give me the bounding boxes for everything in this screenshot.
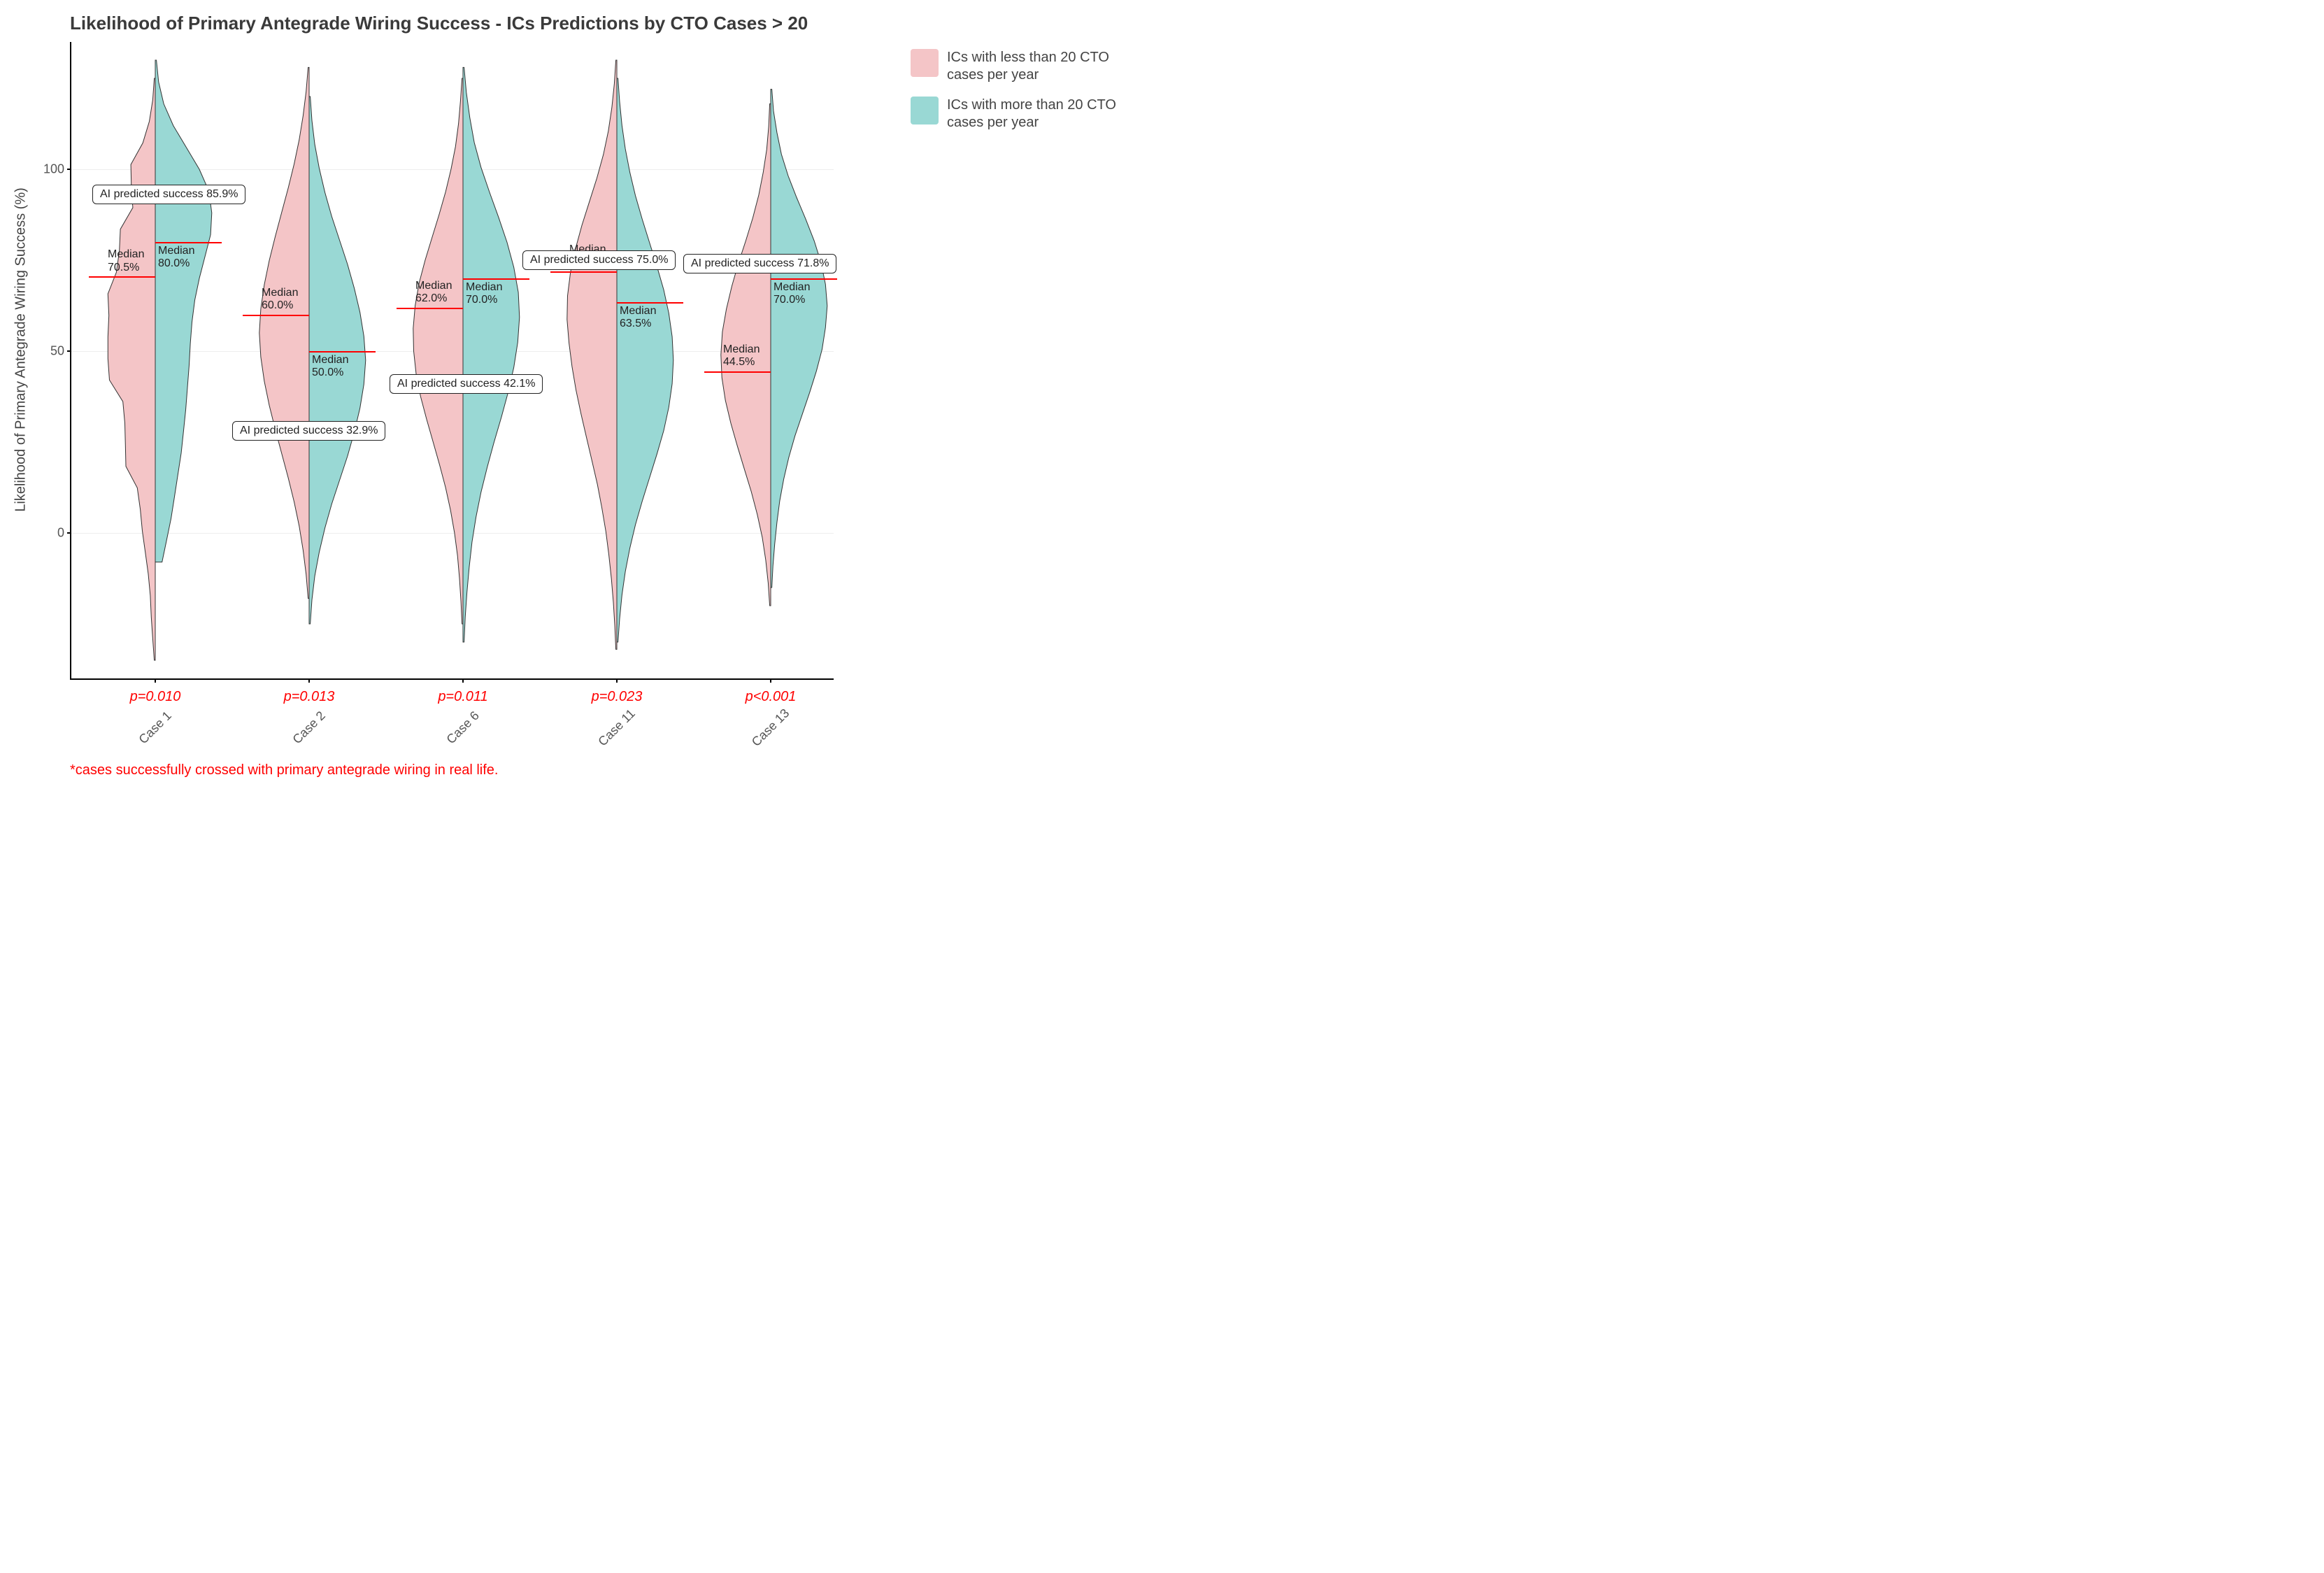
median-label: Median80.0% — [158, 245, 194, 271]
ai-prediction-callout: AI predicted success 75.0% — [522, 250, 676, 270]
p-value: p<0.001 — [746, 689, 797, 705]
y-tick-label: 100 — [43, 162, 71, 177]
p-value: p=0.010 — [130, 689, 181, 705]
x-category-label: Case 13 — [749, 706, 792, 749]
p-value: p=0.023 — [592, 689, 643, 705]
legend-label: ICs with less than 20 CTO cases per year — [947, 49, 1141, 84]
x-tick-mark — [616, 678, 618, 683]
median-line — [397, 308, 463, 309]
legend-item: ICs with more than 20 CTO cases per year — [911, 97, 1141, 131]
p-value: p=0.011 — [438, 689, 487, 705]
ai-prediction-callout: AI predicted success 42.1% — [390, 374, 543, 394]
x-category-label: Case 2 — [290, 709, 328, 747]
chart-title: Likelihood of Primary Antegrade Wiring S… — [70, 13, 808, 34]
median-label: Median60.0% — [262, 287, 298, 313]
x-tick-mark — [308, 678, 310, 683]
ai-prediction-callout: AI predicted success 71.8% — [683, 254, 836, 273]
median-line — [704, 371, 771, 373]
median-label: Median70.5% — [108, 248, 144, 274]
median-line — [771, 278, 837, 280]
legend-swatch-more20 — [911, 97, 939, 124]
median-line — [550, 271, 617, 273]
median-label: Median44.5% — [723, 343, 760, 369]
x-category-label: Case 11 — [595, 706, 638, 749]
median-line — [243, 315, 309, 316]
p-value: p=0.013 — [284, 689, 335, 705]
median-label: Median70.0% — [774, 281, 810, 307]
legend-label: ICs with more than 20 CTO cases per year — [947, 97, 1141, 131]
ai-prediction-callout: AI predicted success 32.9% — [232, 421, 385, 441]
median-line — [89, 276, 155, 278]
figure-root: Likelihood of Primary Antegrade Wiring S… — [0, 0, 1162, 787]
footnote: *cases successfully crossed with primary… — [70, 762, 498, 778]
median-label: Median62.0% — [415, 280, 452, 306]
median-line — [309, 351, 376, 353]
median-label: Median63.5% — [620, 305, 656, 331]
legend: ICs with less than 20 CTO cases per year… — [911, 49, 1141, 144]
median-line — [463, 278, 529, 280]
y-axis-label: Likelihood of Primary Antegrade Wiring S… — [13, 187, 29, 512]
x-category-label: Case 1 — [136, 709, 174, 747]
median-label: Median70.0% — [466, 281, 502, 307]
y-tick-label: 0 — [57, 526, 71, 541]
violins-svg — [71, 42, 834, 678]
legend-item: ICs with less than 20 CTO cases per year — [911, 49, 1141, 84]
y-tick-label: 50 — [50, 344, 71, 359]
x-tick-mark — [770, 678, 771, 683]
median-label: Median50.0% — [312, 354, 348, 380]
legend-swatch-less20 — [911, 49, 939, 77]
x-tick-mark — [155, 678, 156, 683]
median-line — [155, 242, 222, 243]
median-line — [617, 302, 683, 304]
x-tick-mark — [462, 678, 464, 683]
plot-area: 050100Median70.5%Median80.0%AI predicted… — [70, 42, 834, 680]
x-category-label: Case 6 — [443, 709, 482, 747]
ai-prediction-callout: AI predicted success 85.9% — [92, 185, 245, 204]
